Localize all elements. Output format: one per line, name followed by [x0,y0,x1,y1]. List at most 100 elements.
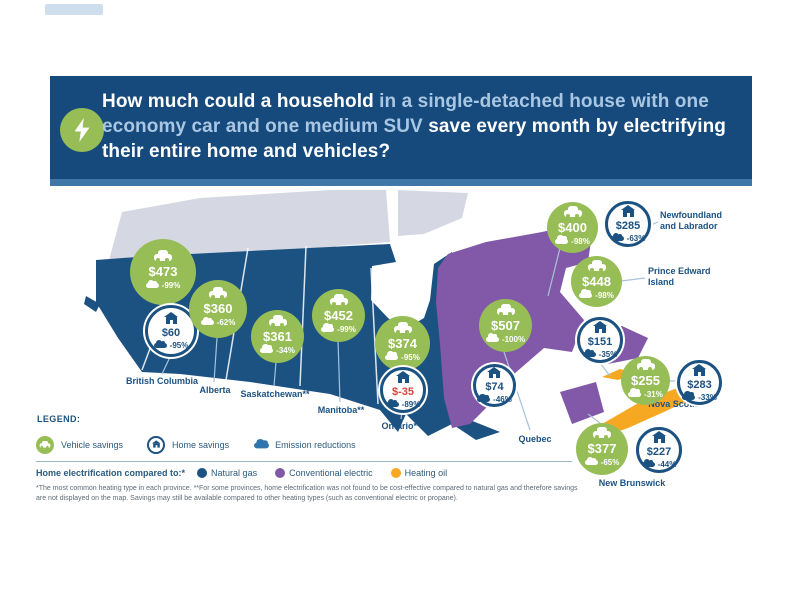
legend-label: Home savings [172,440,230,450]
cloud-icon [641,458,655,467]
emission-reduction: -31% [644,389,663,399]
car-icon [496,303,515,316]
cloud-icon [582,348,596,357]
cloud-icon [610,232,624,241]
cloud-icon [254,438,270,448]
car-icon [393,321,412,334]
vehicle-savings-amount: $255 [631,372,660,388]
vehicle-savings-amount: $361 [263,328,292,344]
province-label-pei: Prince Edward Island [648,266,711,287]
emission-reduction: -95% [169,341,189,350]
title-segment: in a single-detached house with one econ… [102,91,709,138]
vehicle-savings-bubble-saskatchewan: $361 -34% [251,310,304,363]
cloud-icon [260,344,274,353]
cloud-icon [321,323,335,332]
province-label-new-brunswick: New Brunswick [598,478,666,488]
home-savings-amount: $285 [615,220,641,232]
home-savings-bubble-quebec: $74 -46% [473,364,516,407]
vehicle-savings-amount: $452 [324,307,353,323]
home-savings-icon [147,436,166,454]
vehicle-savings-bubble-nova-scotia: $255 -31% [621,356,670,405]
province-label-quebec: Quebec [518,434,552,444]
home-savings-bubble-new-brunswick: $227 -44% [636,427,682,473]
map-region-vancouver-island [84,296,100,312]
lightning-icon [60,108,104,152]
vehicle-savings-amount: $473 [148,264,178,279]
legend-label: Conventional electric [289,468,373,478]
emission-reduction: -98% [595,290,614,300]
vehicle-savings-bubble-ontario: $374 -95% [375,316,430,371]
legend-item-emission-reductions: Emission reductions [253,438,356,450]
conventional-electric-dot [275,468,286,478]
vehicle-savings-bubble-newfoundland: $400 -98% [547,202,598,253]
footnote: *The most common heating type in each pr… [36,485,578,502]
home-savings-bubble-ontario: $-35 -89% [380,367,426,413]
emission-reduction: -34% [276,345,295,355]
vehicle-savings-amount: $374 [388,335,417,351]
map-region-nova-scotia [602,382,702,436]
home-savings-bubble-british-columbia: $60 -95% [145,305,197,357]
legend-item-conventional-electric: Conventional electric [275,468,373,478]
home-icon [151,439,160,448]
emission-reduction: -33% [698,392,717,402]
emission-reduction: -62% [216,318,236,327]
vehicle-savings-amount: $400 [558,219,587,235]
legend-item-vehicle-savings: Vehicle savings [36,436,123,454]
car-icon [209,287,227,299]
legend-label: Emission reductions [275,440,356,450]
car-icon [154,250,172,262]
emission-reduction: -95% [401,352,420,362]
car-icon [39,440,51,448]
natural-gas-dot [197,468,208,478]
cloud-icon [682,391,696,400]
home-savings-amount: $283 [687,378,712,391]
emission-reduction: -100% [501,334,526,344]
emission-reduction: -99% [161,281,181,290]
emission-reduction: -46% [493,395,512,404]
vehicle-savings-bubble-quebec: $507 -100% [479,299,532,352]
province-label-nova-scotia: Nova Scotia [648,399,700,409]
home-savings-bubble-nova-scotia: $283 -33% [677,360,722,405]
vehicle-savings-amount: $360 [203,301,233,316]
vehicle-savings-amount: $377 [587,441,617,456]
emission-reduction: -99% [337,324,356,334]
car-icon [268,314,287,327]
car-icon [593,427,611,439]
emission-reduction: -63% [626,234,646,243]
cloud-icon [385,351,399,360]
province-label-alberta: Alberta [199,385,231,395]
cloud-icon [584,456,598,465]
heating-comparison-row: Home electrification compared to:* Natur… [36,468,457,478]
vehicle-savings-bubble-british-columbia: $473 -99% [130,239,196,305]
car-icon [636,358,655,371]
home-savings-amount: $227 [646,446,672,458]
home-icon [592,321,607,333]
map-border-mb-on [370,267,379,405]
home-icon [163,312,178,324]
cloud-icon [200,316,214,325]
cloud-icon [385,398,399,407]
legend-label: Natural gas [211,468,258,478]
cloud-icon [485,333,499,342]
legend-title: LEGEND: [37,414,81,424]
vehicle-savings-bubble-pei: $448 -98% [571,256,622,307]
connector-lines [161,221,676,431]
car-icon [563,205,582,218]
legend-label: Vehicle savings [61,440,124,450]
home-icon [651,431,666,443]
province-label-newfoundland: Newfoundland and Labrador [660,210,722,231]
legend-item-natural-gas: Natural gas [197,468,257,478]
province-label-british-columbia: British Columbia [125,376,198,386]
cloud-icon [145,279,159,288]
vehicle-savings-bubble-alberta: $360 -62% [189,280,247,338]
car-icon [587,259,606,272]
vehicle-savings-amount: $507 [491,317,520,333]
home-savings-bubble-newfoundland: $285 -63% [605,201,651,247]
legend-item-home-savings: Home savings [147,436,229,454]
brand-logo [45,4,103,15]
emission-reduction: -98% [571,236,590,246]
home-savings-amount: $151 [587,336,613,348]
province-label-ontario: Ontario** [381,421,421,431]
